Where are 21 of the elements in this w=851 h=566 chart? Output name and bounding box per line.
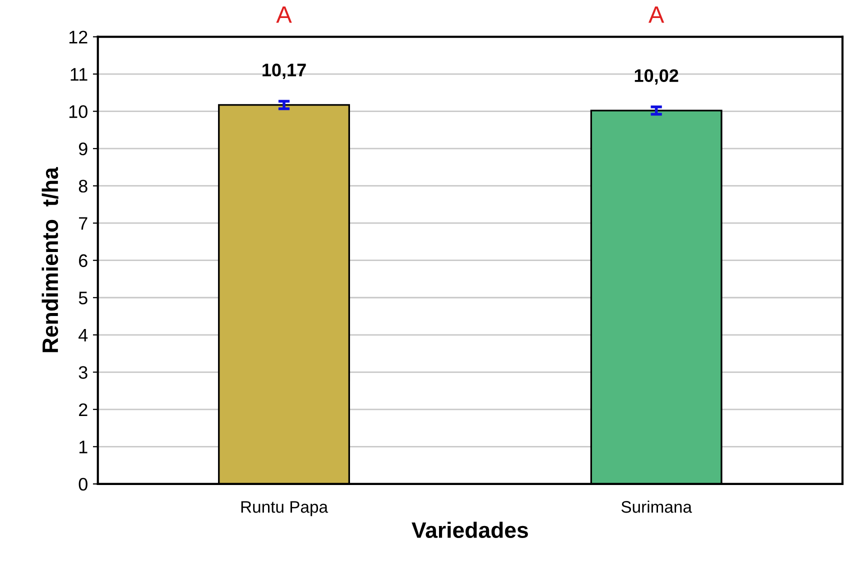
x-tick-label: Surimana [621,500,692,513]
y-tick-label: 5 [78,292,88,304]
y-tick-label: 1 [79,440,88,454]
text: A [276,6,292,23]
y-tick-label: 7 [79,217,88,230]
y-tick-label: 11 [70,68,88,81]
data-label: 10,17 [262,64,306,80]
x-axis-title: Variedades [412,522,528,538]
y-tick-label: 3 [78,366,88,379]
y-tick-label: 12 [69,30,88,44]
y-tick-label: 6 [79,254,88,268]
text: A [648,6,664,23]
y-tick-label: 4 [78,329,88,342]
y-axis-title: Rendimiento t/ha [42,167,58,352]
y-tick-label: 9 [78,142,88,156]
x-tick-label: Runtu Papa [241,501,328,516]
y-tick-label: 0 [78,478,88,491]
y-tick-label: 2 [79,403,88,416]
y-tick-label: 10 [69,105,88,118]
data-label: 10,02 [634,69,678,85]
y-tick-label: 8 [78,180,88,193]
